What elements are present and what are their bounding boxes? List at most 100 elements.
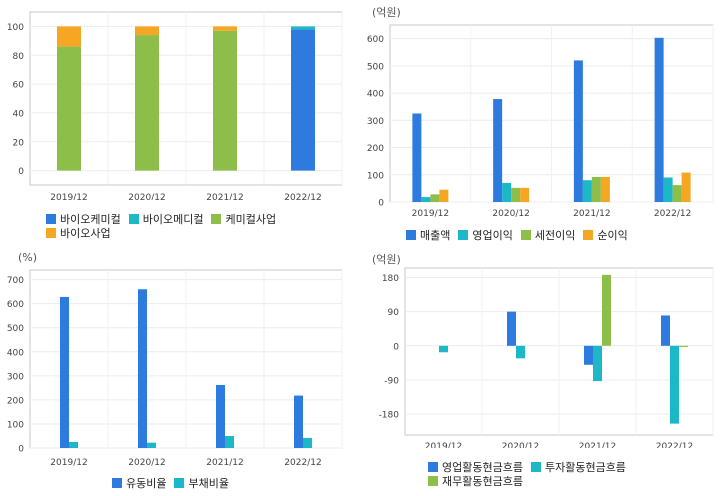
- legend-swatch: [520, 230, 531, 240]
- bar: [663, 177, 673, 202]
- legend-income: 매출액 영업이익 세전이익 순이익: [406, 229, 716, 243]
- chart-panel-income: 0 100 200 300 400 500 600 2019/12 2020/12 2021/12…: [360, 0, 720, 248]
- legend-item: 영업이익: [458, 229, 513, 243]
- legend-label: 영업이익: [472, 229, 513, 242]
- x-tick-label: 2021/12: [206, 458, 243, 468]
- y-tick-label: 90: [388, 308, 400, 318]
- legend-label: 바이오사업: [60, 227, 111, 240]
- x-tick-label: 2019/12: [412, 209, 449, 219]
- unit-label-cashflow: (억원): [372, 253, 401, 266]
- y-tick-label: 200: [367, 144, 384, 154]
- chart-svg-business-mix: 0 20 40 60 80 100 2019/12 2020/12 2021/12 2022/12: [7, 11, 343, 200]
- bar: [493, 99, 503, 202]
- legend-swatch: [458, 230, 469, 240]
- y-tick-label: -180: [379, 411, 400, 421]
- bar: [225, 435, 234, 448]
- bar: [672, 185, 682, 202]
- x-tick-label: 2022/12: [284, 458, 321, 468]
- bar: [60, 296, 69, 448]
- legend-swatch: [530, 462, 541, 472]
- legend-label: 투자활동현금흐름: [544, 461, 626, 474]
- y-tick-label: 400: [367, 90, 384, 100]
- legend-business-mix: 바이오케미컬 바이오메디컬 케미컬사업바이오사업: [46, 213, 346, 241]
- chart-panel-business-mix: 0 20 40 60 80 100 2019/12 2020/12 2021/12 2022/12…: [0, 0, 350, 248]
- bar: [507, 311, 516, 346]
- bar: [57, 46, 81, 171]
- bar: [303, 437, 312, 448]
- bar: [584, 345, 593, 365]
- x-tick-label: 2019/12: [50, 458, 87, 468]
- y-tick-label: 0: [18, 167, 24, 177]
- x-tick-label: 2020/12: [128, 458, 165, 468]
- y-tick-label: 0: [393, 342, 399, 352]
- bar: [213, 26, 237, 31]
- chart-svg-cashflow: -180 -90 0 90 180 2019/12 2020/12 2021/12 2022/1…: [379, 267, 714, 448]
- bar: [439, 345, 448, 353]
- legend-ratio: 유동비율 부채비율: [112, 477, 342, 491]
- legend-item: 바이오케미컬: [46, 213, 121, 227]
- x-tick-label: 2020/12: [492, 209, 529, 219]
- x-tick-label: 2020/12: [502, 442, 539, 448]
- bar: [216, 384, 225, 448]
- legend-swatch: [46, 228, 56, 238]
- bar: [520, 187, 530, 202]
- chart-panel-ratio: 0 100 200 300 400 500 600 700 2019/12 2020/12 2021…: [0, 248, 350, 496]
- legend-item: 케미컬사업: [211, 213, 276, 227]
- y-tick-label: 180: [382, 274, 399, 284]
- bar: [57, 26, 81, 47]
- bar: [681, 172, 691, 202]
- legend-swatch: [112, 478, 122, 488]
- legend-label: 순이익: [597, 229, 628, 242]
- legend-swatch: [128, 214, 139, 224]
- legend-cashflow: 영업활동현금흐름 투자활동현금흐름재무활동현금흐름: [428, 461, 698, 489]
- legend-label: 바이오케미컬: [60, 213, 121, 226]
- legend-label: 유동비율: [126, 477, 167, 490]
- legend-swatch: [211, 214, 222, 224]
- y-tick-label: 700: [7, 276, 24, 286]
- y-tick-label: 500: [7, 324, 24, 334]
- legend-item: 순이익: [583, 229, 628, 243]
- legend-item: 투자활동현금흐름: [530, 461, 626, 475]
- bar: [135, 35, 159, 171]
- legend-item: 영업활동현금흐름: [428, 461, 523, 475]
- x-tick-label: 2020/12: [128, 193, 165, 200]
- bar: [138, 289, 147, 448]
- legend-swatch: [406, 230, 416, 240]
- legend-label: 매출액: [420, 229, 451, 242]
- bar: [439, 189, 449, 202]
- y-tick-label: 500: [367, 62, 384, 72]
- y-tick-label: 300: [367, 117, 384, 127]
- legend-item: 바이오메디컬: [128, 213, 203, 227]
- y-tick-label: 400: [7, 348, 24, 358]
- legend-swatch: [428, 462, 438, 472]
- x-tick-label: 2022/12: [284, 193, 321, 200]
- unit-label-ratio: (%): [18, 251, 38, 264]
- y-tick-label: 80: [13, 52, 25, 62]
- y-tick-label: 200: [7, 396, 24, 406]
- legend-item: 유동비율: [112, 477, 166, 491]
- y-tick-label: 100: [367, 171, 384, 181]
- y-tick-label: 40: [13, 109, 25, 119]
- bar: [430, 194, 440, 202]
- y-tick-label: 100: [7, 420, 24, 430]
- bar: [213, 30, 237, 171]
- bar: [294, 395, 303, 448]
- bar: [670, 345, 679, 424]
- legend-item: 세전이익: [520, 229, 575, 243]
- x-tick-label: 2022/12: [654, 209, 691, 219]
- unit-label-income: (억원): [372, 6, 401, 19]
- chart-svg-ratio: 0 100 200 300 400 500 600 700 2019/12 2020/12 2021…: [7, 269, 343, 468]
- y-tick-label: 0: [18, 445, 24, 455]
- legend-label: 영업활동현금흐름: [442, 461, 523, 474]
- bar: [679, 345, 688, 347]
- bar: [591, 176, 601, 202]
- legend-swatch: [46, 214, 56, 224]
- legend-item: 바이오사업: [46, 227, 111, 241]
- bar: [600, 176, 610, 202]
- chart-panel-cashflow: -180 -90 0 90 180 2019/12 2020/12 2021/12 2022/1…: [360, 248, 720, 496]
- bar: [502, 182, 512, 202]
- bar: [291, 29, 315, 171]
- legend-label: 재무활동현금흐름: [442, 475, 523, 488]
- y-tick-label: 600: [367, 35, 384, 45]
- bar: [421, 197, 431, 202]
